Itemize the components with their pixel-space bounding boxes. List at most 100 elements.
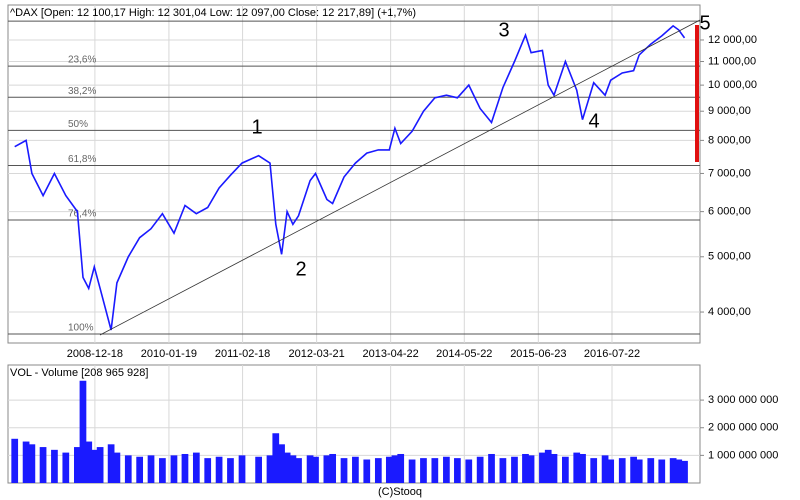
volume-bar: [647, 458, 655, 483]
volume-bar: [329, 453, 337, 483]
y-tick-label: 5 000,00: [708, 251, 751, 263]
volume-bar: [630, 456, 637, 483]
volume-bar: [465, 459, 473, 483]
volume-bar: [11, 438, 19, 483]
volume-bar: [550, 453, 558, 483]
x-tick-label: 2008-12-18: [67, 348, 123, 360]
volume-bar: [391, 455, 399, 483]
y-tick-label: 8 000,00: [708, 134, 751, 146]
x-tick-label: 2013-04-22: [363, 348, 419, 360]
volume-bar: [113, 452, 121, 483]
volume-bar: [579, 453, 586, 483]
volume-bar: [192, 452, 200, 483]
volume-bar: [96, 447, 104, 483]
volume-bar: [562, 456, 569, 483]
volume-bar: [159, 458, 166, 483]
x-tick-label: 2010-01-19: [141, 348, 197, 360]
volume-bar: [90, 449, 98, 483]
volume-bar: [107, 444, 115, 483]
volume-bar: [215, 456, 223, 483]
y-tick-label: 10 000,00: [708, 79, 757, 91]
volume-bar: [658, 459, 666, 483]
fib-label: 23,6%: [68, 55, 96, 66]
volume-bar: [278, 444, 285, 483]
x-tick-label: 2016-07-22: [584, 348, 640, 360]
volume-bar: [74, 447, 81, 483]
y-tick-label: 6 000,00: [708, 206, 751, 218]
volume-bar: [590, 458, 598, 483]
wave-label: 2: [295, 258, 306, 280]
volume-bar: [408, 459, 416, 483]
volume-bar: [340, 458, 348, 483]
volume-bar: [488, 453, 495, 483]
volume-bar: [607, 459, 615, 483]
fib-label: 50%: [68, 119, 88, 130]
y-tick-label: 12 000,00: [708, 34, 757, 46]
volume-bar: [511, 456, 518, 483]
fib-label: 61,8%: [68, 154, 96, 165]
volume-bar: [669, 458, 677, 483]
volume-bar: [28, 444, 36, 483]
volume-bar: [544, 449, 552, 483]
volume-bar: [352, 456, 359, 483]
volume-bar: [295, 458, 302, 483]
volume-bar: [283, 452, 291, 483]
x-tick-label: 2015-06-23: [510, 348, 566, 360]
volume-bar: [476, 456, 484, 483]
wave-label: 1: [251, 116, 262, 138]
y-tick-label: 4 000,00: [708, 306, 751, 318]
fib-label: 38,2%: [68, 86, 96, 97]
volume-bar: [601, 455, 609, 483]
volume-bar: [374, 458, 382, 483]
wave-label: 5: [699, 12, 710, 34]
volume-bar: [527, 455, 535, 483]
x-tick-label: 2011-02-18: [215, 348, 270, 360]
volume-bar: [227, 458, 234, 483]
volume-bar: [51, 449, 58, 483]
volume-bar: [204, 458, 212, 483]
fib-label: 76,4%: [68, 209, 96, 220]
y-tick-label: 9 000,00: [708, 105, 751, 117]
volume-bar: [238, 455, 246, 483]
volume-bar: [635, 459, 643, 483]
volume-bar: [136, 456, 144, 483]
volume-bar: [312, 456, 319, 483]
volume-bar: [147, 455, 155, 483]
volume-bar: [124, 455, 132, 483]
volume-bar: [454, 458, 461, 483]
volume-bar: [618, 458, 626, 483]
volume-bar: [289, 455, 297, 483]
trend-line: [99, 19, 701, 336]
volume-bar: [420, 458, 427, 483]
volume-bar: [363, 459, 371, 483]
volume-bar: [522, 453, 529, 483]
volume-bar: [85, 441, 93, 483]
price-line: [14, 24, 686, 331]
wave-label: 3: [498, 19, 509, 41]
volume-bar: [397, 453, 405, 483]
footer: (C)Stooq: [378, 486, 422, 498]
volume-bar: [431, 458, 439, 483]
volume-bar: [62, 452, 70, 483]
volume-bar: [385, 456, 393, 483]
price-header: ^DAX [Open: 12 100,17 High: 12 301,04 Lo…: [10, 7, 416, 19]
volume-bar: [499, 458, 507, 483]
volume-bar: [79, 380, 87, 483]
y-tick-label: 11 000,00: [708, 55, 756, 67]
volume-bar: [675, 459, 683, 483]
volume-bar: [539, 452, 546, 483]
volume-bar: [266, 455, 274, 483]
volume-bar: [306, 455, 314, 483]
fib-label: 100%: [68, 323, 94, 334]
volume-bar: [323, 455, 331, 483]
volume-bar: [22, 441, 30, 483]
volume-bar: [443, 456, 450, 483]
y-tick-label: 1 000 000 000: [708, 449, 778, 461]
volume-bar: [181, 453, 189, 483]
wave-label: 4: [588, 110, 599, 132]
volume-bar: [170, 455, 178, 483]
y-tick-label: 2 000 000 000: [708, 422, 778, 434]
x-tick-label: 2014-05-22: [436, 348, 492, 360]
